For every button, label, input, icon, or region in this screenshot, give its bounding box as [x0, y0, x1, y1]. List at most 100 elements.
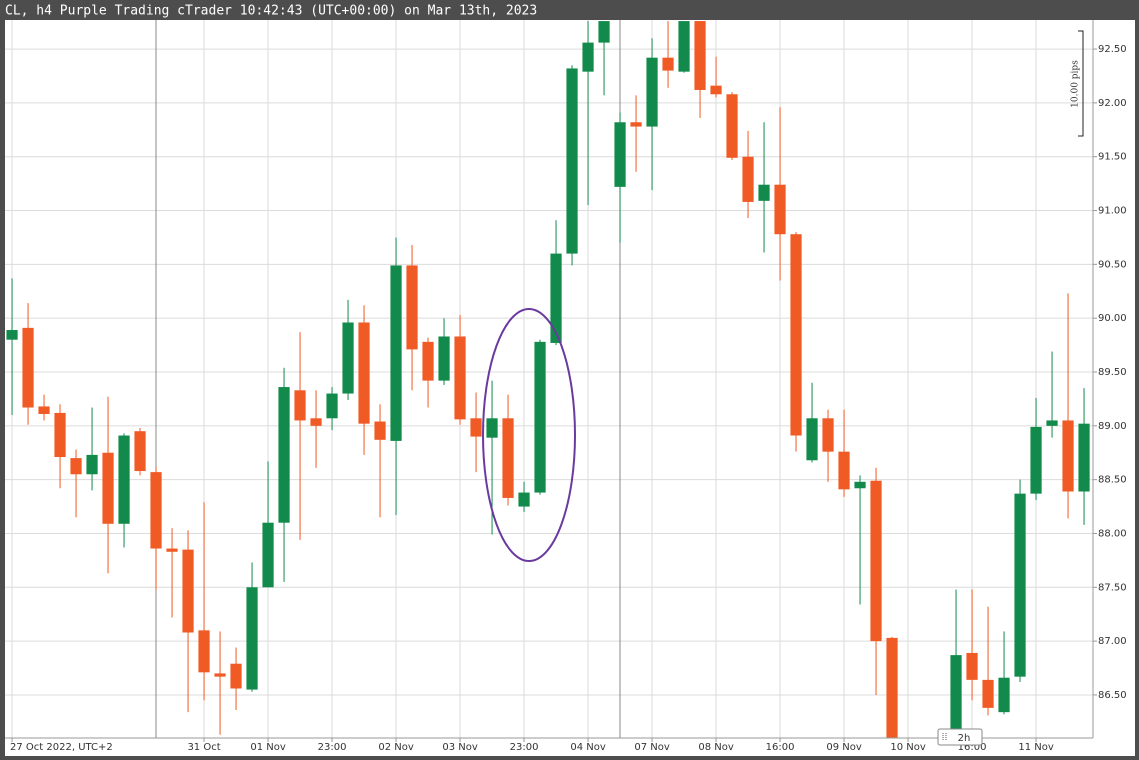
y-tick-label: 88.00: [1098, 528, 1127, 539]
candle-body: [422, 341, 434, 381]
candle-body: [86, 454, 98, 475]
candle-body: [358, 322, 370, 424]
chart-title: CL, h4 Purple Trading cTrader 10:42:43 (…: [5, 4, 537, 19]
x-tick-label: 16:00: [958, 742, 987, 753]
candle-body: [534, 341, 546, 493]
candle-body: [214, 673, 226, 677]
candle-body: [1046, 420, 1058, 426]
candle-body: [1062, 420, 1074, 492]
candle-body: [6, 330, 18, 340]
x-tick-label: 02 Nov: [378, 742, 414, 753]
candle-body: [454, 336, 466, 420]
y-tick-label: 90.50: [1098, 259, 1127, 270]
candle-body: [54, 412, 66, 458]
candle-body: [230, 663, 242, 689]
candle-body: [950, 655, 962, 732]
y-tick-label: 88.50: [1098, 475, 1127, 486]
candle-body: [326, 393, 338, 419]
x-tick-label: 10 Nov: [890, 742, 926, 753]
grip-icon: [942, 733, 947, 741]
x-tick-label: 23:00: [318, 742, 347, 753]
candle-body: [22, 327, 34, 408]
candle-body: [150, 472, 162, 549]
candle-body: [198, 630, 210, 673]
candle-body: [614, 122, 626, 187]
x-tick-label: 11 Nov: [1018, 742, 1054, 753]
axes: 86.50 87.00 87.50 88.00 88.50 89.00 89.50 90.00…: [10, 44, 1127, 753]
highlight-ellipse: [482, 308, 576, 562]
candle-body: [262, 522, 274, 588]
candle-body: [582, 42, 594, 72]
candle-body: [102, 452, 114, 524]
candle-body: [806, 418, 818, 461]
candle-body: [310, 418, 322, 426]
x-tick-label: 27 Oct 2022, UTC+2: [10, 742, 113, 753]
candle-body: [374, 421, 386, 440]
timeframe-label: 2h: [958, 733, 971, 744]
candle-body: [630, 122, 642, 127]
candle-body: [838, 451, 850, 490]
candle-body: [886, 637, 898, 738]
candle-body: [406, 265, 418, 350]
candle-body: [678, 21, 690, 72]
candle-body: [38, 406, 50, 414]
candle-body: [118, 435, 130, 524]
candle-body: [1030, 426, 1042, 494]
y-tick-label: 87.50: [1098, 582, 1127, 593]
x-tick-label: 03 Nov: [442, 742, 478, 753]
y-tick-label: 91.00: [1098, 206, 1127, 217]
x-tick-label: 07 Nov: [634, 742, 670, 753]
pips-label: 10.00 pips: [1071, 60, 1081, 108]
pips-bracket: [1078, 30, 1084, 137]
candle-body: [870, 480, 882, 642]
candle-body: [742, 156, 754, 202]
candle-body: [294, 390, 306, 421]
x-tick-label: 04 Nov: [570, 742, 606, 753]
candle-body: [854, 481, 866, 489]
candle-body: [822, 418, 834, 452]
candles: [6, 21, 1090, 738]
candle-body: [1078, 423, 1090, 492]
candle-body: [502, 418, 514, 498]
y-tick-label: 92.00: [1098, 98, 1127, 109]
candle-body: [998, 677, 1010, 713]
candle-body: [982, 679, 994, 708]
x-tick-label: 23:00: [510, 742, 539, 753]
y-tick-label: 89.50: [1098, 367, 1127, 378]
candle-body: [726, 94, 738, 158]
y-tick-label: 86.50: [1098, 690, 1127, 701]
candle-body: [758, 184, 770, 201]
y-tick-label: 91.50: [1098, 152, 1127, 163]
candle-body: [390, 265, 402, 441]
candle-body: [550, 253, 562, 343]
candle-body: [278, 387, 290, 523]
candle-body: [774, 184, 786, 235]
candle-body: [1014, 493, 1026, 677]
candle-body: [646, 57, 658, 127]
candle-body: [598, 21, 610, 43]
candle-body: [470, 418, 482, 437]
x-tick-label: 09 Nov: [826, 742, 862, 753]
candle-body: [166, 548, 178, 552]
candle-body: [182, 549, 194, 633]
candle-body: [342, 322, 354, 394]
candle-body: [246, 587, 258, 690]
x-tick-label: 16:00: [766, 742, 795, 753]
candle-body: [966, 652, 978, 680]
candle-body: [438, 336, 450, 381]
title-bar: [0, 0, 1139, 20]
y-tick-label: 87.00: [1098, 636, 1127, 647]
candle-body: [70, 458, 82, 475]
candle-body: [662, 57, 674, 71]
y-tick-label: 92.50: [1098, 44, 1127, 55]
candle-body: [566, 68, 578, 254]
grid: [5, 20, 1093, 738]
y-tick-label: 90.00: [1098, 313, 1127, 324]
y-tick-label: 89.00: [1098, 421, 1127, 432]
x-tick-label: 08 Nov: [698, 742, 734, 753]
candle-body: [790, 234, 802, 436]
candle-body: [710, 85, 722, 95]
candle-body: [518, 492, 530, 507]
